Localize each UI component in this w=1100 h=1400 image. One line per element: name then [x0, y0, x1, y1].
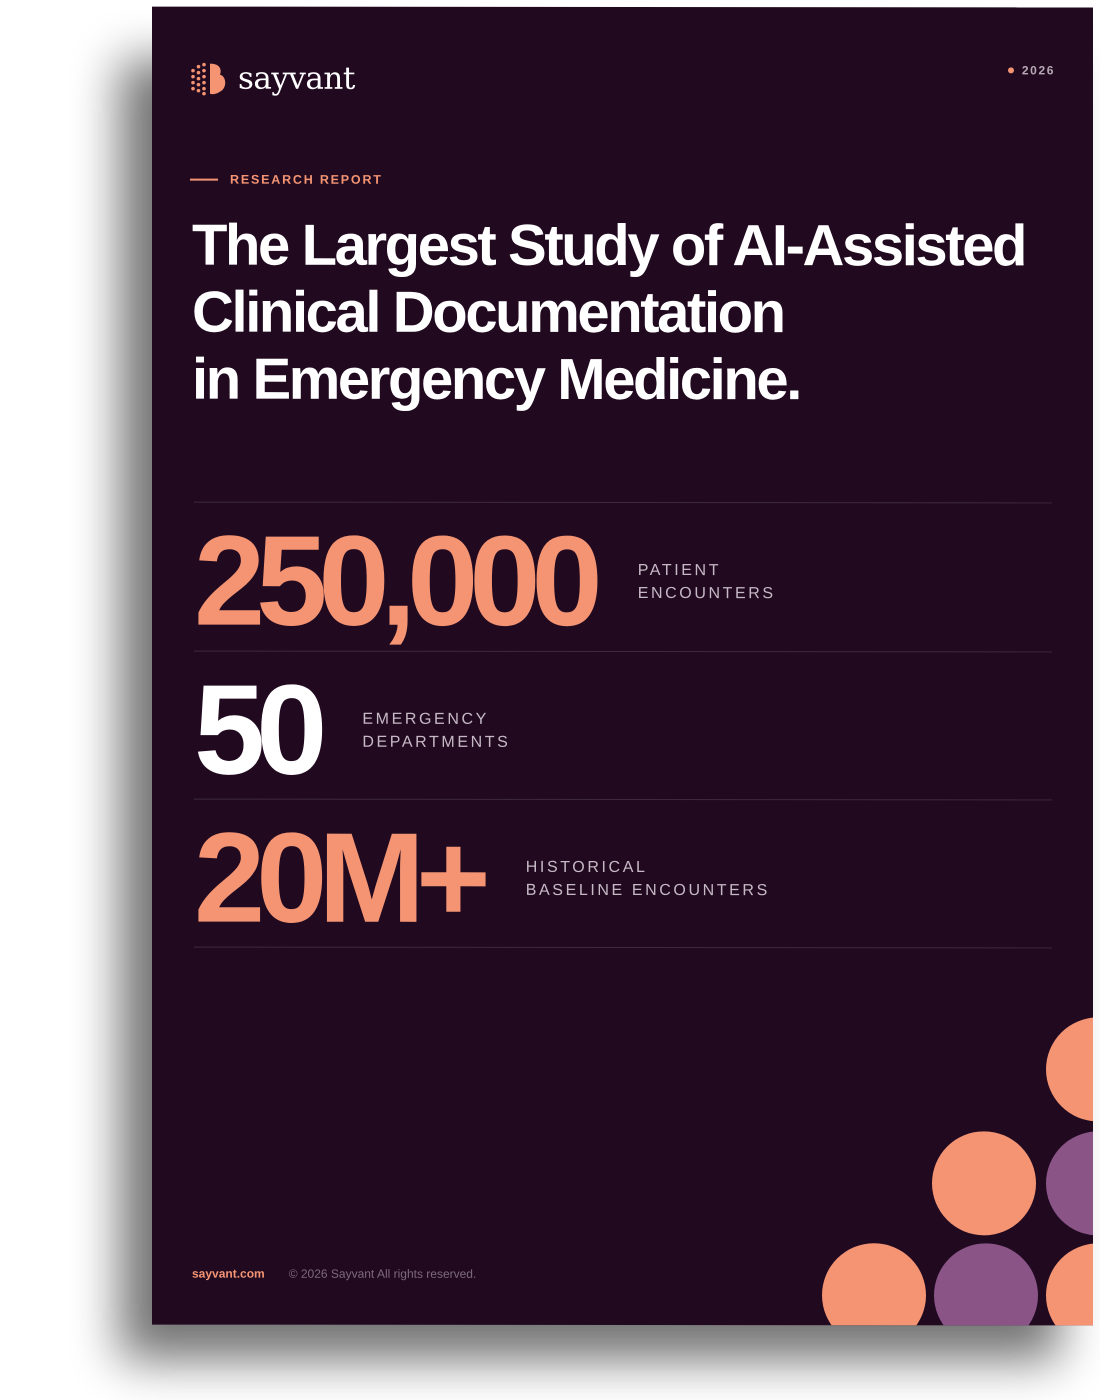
- stat-emergency-departments: 50 EMERGENCY DEPARTMENTS: [194, 658, 510, 802]
- brand-name: sayvant: [238, 60, 355, 97]
- year-dot-icon: [1007, 67, 1014, 74]
- sayvant-logo-icon: [191, 62, 226, 96]
- stat-label-line: ENCOUNTERS: [637, 585, 776, 603]
- stat-historical-baseline: 20M+ HISTORICAL BASELINE ENCOUNTERS: [194, 806, 770, 950]
- title-line: Clinical Documentation: [192, 279, 784, 346]
- stat-label: HISTORICAL BASELINE ENCOUNTERS: [526, 856, 770, 902]
- stat-value: 250,000: [194, 509, 594, 653]
- eyebrow-label: RESEARCH REPORT: [230, 172, 383, 187]
- footer-copyright: © 2026 Sayvant All rights reserved.: [288, 1266, 477, 1281]
- decorative-circle: [1046, 1243, 1093, 1326]
- footer: sayvant.com © 2026 Sayvant All rights re…: [192, 1267, 476, 1281]
- stat-label: EMERGENCY DEPARTMENTS: [362, 708, 510, 754]
- eyebrow-rule: [190, 178, 218, 181]
- year-label: 2026: [1021, 63, 1055, 78]
- stat-patient-encounters: 250,000 PATIENT ENCOUNTERS: [194, 509, 776, 653]
- report-year: 2026: [1007, 63, 1055, 78]
- footer-website-link[interactable]: sayvant.com: [192, 1266, 265, 1281]
- stat-label-line: PATIENT: [637, 562, 722, 580]
- decorative-circle: [1046, 1017, 1093, 1122]
- stat-label: PATIENT ENCOUNTERS: [638, 559, 776, 605]
- decorative-circle: [932, 1131, 1036, 1236]
- stat-label-line: EMERGENCY: [362, 710, 489, 728]
- decorative-circle: [934, 1243, 1038, 1326]
- decorative-circle: [822, 1243, 926, 1326]
- stat-label-line: BASELINE ENCOUNTERS: [525, 881, 770, 900]
- stat-label-line: DEPARTMENTS: [362, 733, 511, 751]
- page-title: The Largest Study of AI-Assisted Clinica…: [192, 212, 1072, 414]
- stat-value: 20M+: [194, 806, 482, 950]
- stat-label-line: HISTORICAL: [525, 858, 648, 877]
- decorative-circle: [1046, 1131, 1093, 1236]
- stat-value: 50: [194, 658, 319, 802]
- divider: [194, 798, 1052, 801]
- report-cover: sayvant 2026 RESEARCH REPORT The Largest…: [152, 6, 1093, 1326]
- brand-logo: sayvant: [190, 60, 355, 97]
- eyebrow: RESEARCH REPORT: [190, 173, 383, 187]
- title-line: in Emergency Medicine.: [192, 346, 800, 413]
- divider: [194, 501, 1052, 504]
- title-line: The Largest Study of AI-Assisted: [192, 212, 1026, 279]
